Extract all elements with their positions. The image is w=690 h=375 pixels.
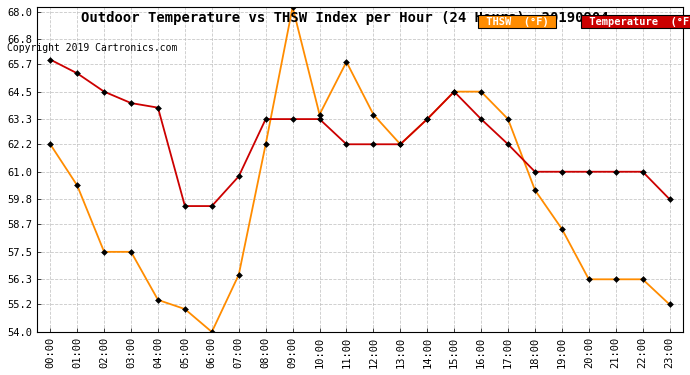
Text: Temperature  (°F): Temperature (°F)	[583, 17, 690, 27]
Text: THSW  (°F): THSW (°F)	[480, 17, 555, 27]
Text: Copyright 2019 Cartronics.com: Copyright 2019 Cartronics.com	[7, 43, 177, 53]
Text: Outdoor Temperature vs THSW Index per Hour (24 Hours)  20190904: Outdoor Temperature vs THSW Index per Ho…	[81, 11, 609, 25]
